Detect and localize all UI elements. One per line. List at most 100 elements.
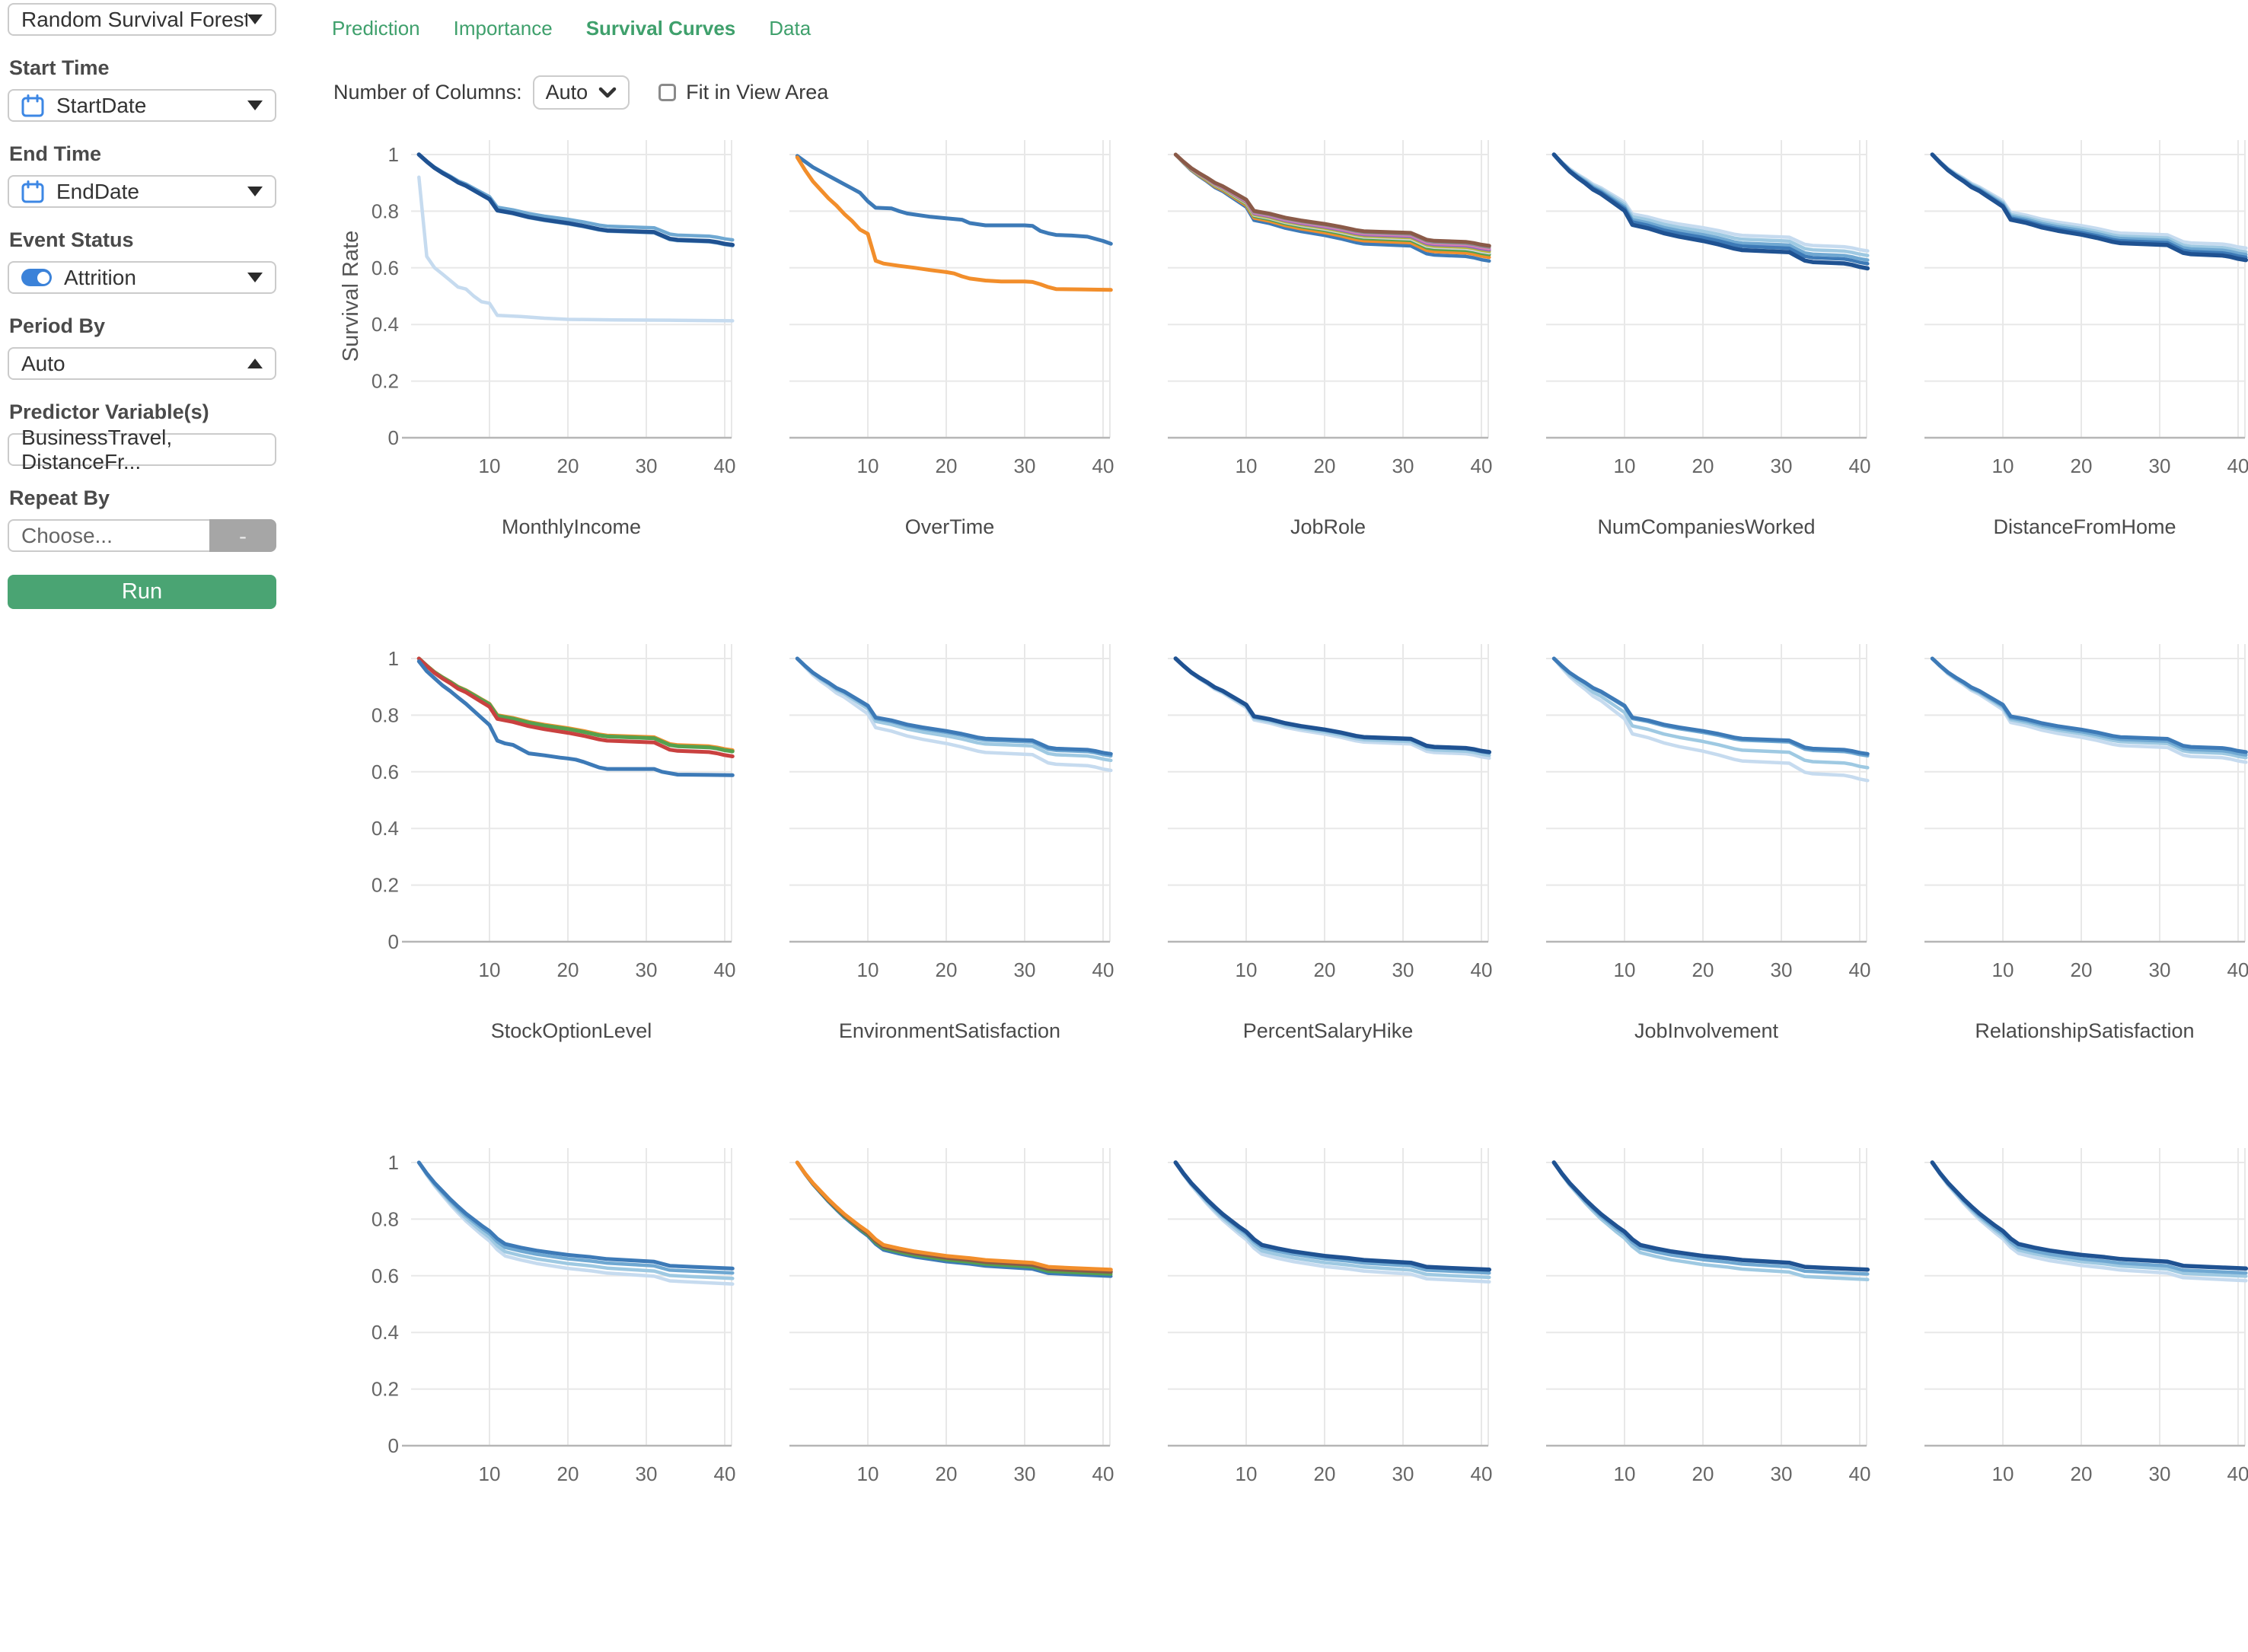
- tab-data[interactable]: Data: [769, 17, 812, 40]
- svg-text:10: 10: [479, 1462, 501, 1485]
- svg-text:MonthlyIncome: MonthlyIncome: [502, 515, 641, 538]
- svg-text:10: 10: [1236, 958, 1258, 981]
- svg-text:JobInvolvement: JobInvolvement: [1634, 1019, 1779, 1042]
- repeat-by-placeholder: Choose...: [21, 523, 113, 547]
- svg-text:0: 0: [388, 426, 399, 449]
- start-time-value: StartDate: [56, 93, 147, 117]
- end-time-select[interactable]: EndDate: [8, 175, 276, 208]
- end-time-label: End Time: [9, 142, 102, 165]
- svg-text:0.8: 0.8: [371, 1207, 399, 1230]
- calendar-icon: [21, 94, 44, 116]
- svg-text:10: 10: [1614, 454, 1636, 477]
- svg-text:0.6: 0.6: [371, 761, 399, 783]
- fit-in-view-checkbox[interactable]: [658, 84, 677, 101]
- svg-text:10: 10: [1992, 454, 2014, 477]
- start-time-label: Start Time: [9, 56, 110, 79]
- tab-prediction[interactable]: Prediction: [332, 17, 420, 40]
- svg-text:0.4: 0.4: [371, 817, 399, 840]
- svg-text:0: 0: [388, 1434, 399, 1457]
- survival-chart-row3-col1: 1 0.8 0.6 0.4 0.2 0 10 20 30 40: [371, 1148, 735, 1485]
- repeat-by-input[interactable]: Choose...: [8, 519, 209, 552]
- tab-survival-curves[interactable]: Survival Curves: [585, 17, 736, 40]
- svg-text:20: 20: [2071, 1462, 2093, 1485]
- survival-chart-row3-col5: 10 20 30 40: [1924, 1148, 2248, 1485]
- period-by-select[interactable]: Auto: [8, 347, 276, 380]
- run-button[interactable]: Run: [8, 575, 276, 609]
- survival-chart-OverTime: 10 20 30 40 OverTime: [789, 140, 1114, 538]
- svg-text:NumCompaniesWorked: NumCompaniesWorked: [1597, 515, 1815, 538]
- svg-text:10: 10: [1236, 454, 1258, 477]
- svg-text:30: 30: [1014, 1462, 1036, 1485]
- svg-text:40: 40: [2227, 958, 2248, 981]
- survival-chart-RelationshipSatisfaction: 10 20 30 40 RelationshipSatisfaction: [1924, 644, 2248, 1042]
- svg-text:JobRole: JobRole: [1290, 515, 1366, 538]
- end-time-value: EndDate: [56, 179, 139, 203]
- svg-text:10: 10: [1614, 958, 1636, 981]
- predictor-input[interactable]: BusinessTravel, DistanceFr...: [8, 426, 276, 474]
- svg-text:StockOptionLevel: StockOptionLevel: [491, 1019, 652, 1042]
- survival-chart-JobInvolvement: 10 20 30 40 JobInvolvement: [1546, 644, 1870, 1042]
- columns-select-value: Auto: [545, 81, 588, 104]
- svg-text:0.8: 0.8: [371, 199, 399, 222]
- chart-row: 1 0.8 0.6 0.4 0.2 0 10 20 30 40 MonthlyIncome Survi…: [335, 140, 2248, 555]
- event-status-select[interactable]: Attrition: [8, 261, 276, 294]
- survival-chart-row3-col2: 10 20 30 40: [789, 1148, 1114, 1485]
- svg-text:40: 40: [714, 958, 736, 981]
- columns-select[interactable]: Auto: [532, 75, 630, 110]
- svg-text:10: 10: [857, 1462, 879, 1485]
- svg-text:40: 40: [2227, 454, 2248, 477]
- svg-text:20: 20: [557, 958, 579, 981]
- fit-in-view-label: Fit in View Area: [686, 81, 829, 104]
- svg-text:10: 10: [857, 958, 879, 981]
- svg-text:30: 30: [1014, 958, 1036, 981]
- svg-text:20: 20: [1692, 1462, 1714, 1485]
- survival-chart-PercentSalaryHike: 10 20 30 40 PercentSalaryHike: [1168, 644, 1493, 1042]
- predictor-label: Predictor Variable(s): [9, 400, 209, 423]
- svg-text:30: 30: [1392, 1462, 1414, 1485]
- tab-importance[interactable]: Importance: [453, 17, 553, 40]
- svg-text:20: 20: [936, 1462, 958, 1485]
- chevron-down-icon: [247, 273, 263, 282]
- svg-text:30: 30: [1392, 454, 1414, 477]
- survival-chart-EnvironmentSatisfaction: 10 20 30 40 EnvironmentSatisfaction: [789, 644, 1114, 1042]
- svg-text:20: 20: [557, 454, 579, 477]
- calendar-icon: [21, 180, 44, 203]
- columns-label: Number of Columns:: [333, 81, 522, 104]
- svg-text:10: 10: [1236, 1462, 1258, 1485]
- svg-text:20: 20: [1314, 454, 1336, 477]
- survival-chart-DistanceFromHome: 10 20 30 40 DistanceFromHome: [1924, 140, 2248, 538]
- svg-text:30: 30: [1771, 1462, 1793, 1485]
- svg-text:40: 40: [1849, 454, 1871, 477]
- svg-text:30: 30: [2149, 958, 2171, 981]
- svg-text:1: 1: [388, 1151, 399, 1174]
- period-by-label: Period By: [9, 314, 106, 337]
- repeat-by-remove-button[interactable]: -: [209, 519, 276, 552]
- svg-text:0.2: 0.2: [371, 1378, 399, 1401]
- svg-text:40: 40: [1092, 454, 1114, 477]
- svg-text:20: 20: [2071, 454, 2093, 477]
- svg-text:20: 20: [1692, 958, 1714, 981]
- start-time-select[interactable]: StartDate: [8, 89, 276, 122]
- model-select[interactable]: Random Survival Forest: [8, 3, 276, 36]
- repeat-by-label: Repeat By: [9, 486, 110, 509]
- chevron-down-icon: [598, 87, 617, 97]
- svg-text:0.4: 0.4: [371, 1321, 399, 1344]
- chevron-down-icon: [247, 14, 263, 24]
- svg-text:10: 10: [479, 454, 501, 477]
- svg-text:30: 30: [1771, 958, 1793, 981]
- svg-text:20: 20: [936, 454, 958, 477]
- svg-text:1: 1: [388, 143, 399, 166]
- svg-text:0.6: 0.6: [371, 257, 399, 279]
- survival-chart-JobRole: 10 20 30 40 JobRole: [1168, 140, 1492, 538]
- svg-text:10: 10: [1992, 1462, 2014, 1485]
- svg-text:10: 10: [1992, 958, 2014, 981]
- svg-text:0.8: 0.8: [371, 703, 399, 726]
- predictor-value: BusinessTravel, DistanceFr...: [21, 425, 173, 474]
- svg-text:0.2: 0.2: [371, 370, 399, 393]
- svg-text:20: 20: [2071, 958, 2093, 981]
- survival-chart-NumCompaniesWorked: 10 20 30 40 NumCompaniesWorked: [1546, 140, 1871, 538]
- svg-text:30: 30: [636, 1462, 658, 1485]
- svg-text:20: 20: [1314, 1462, 1336, 1485]
- svg-text:RelationshipSatisfaction: RelationshipSatisfaction: [1975, 1019, 2194, 1042]
- svg-text:40: 40: [1471, 958, 1493, 981]
